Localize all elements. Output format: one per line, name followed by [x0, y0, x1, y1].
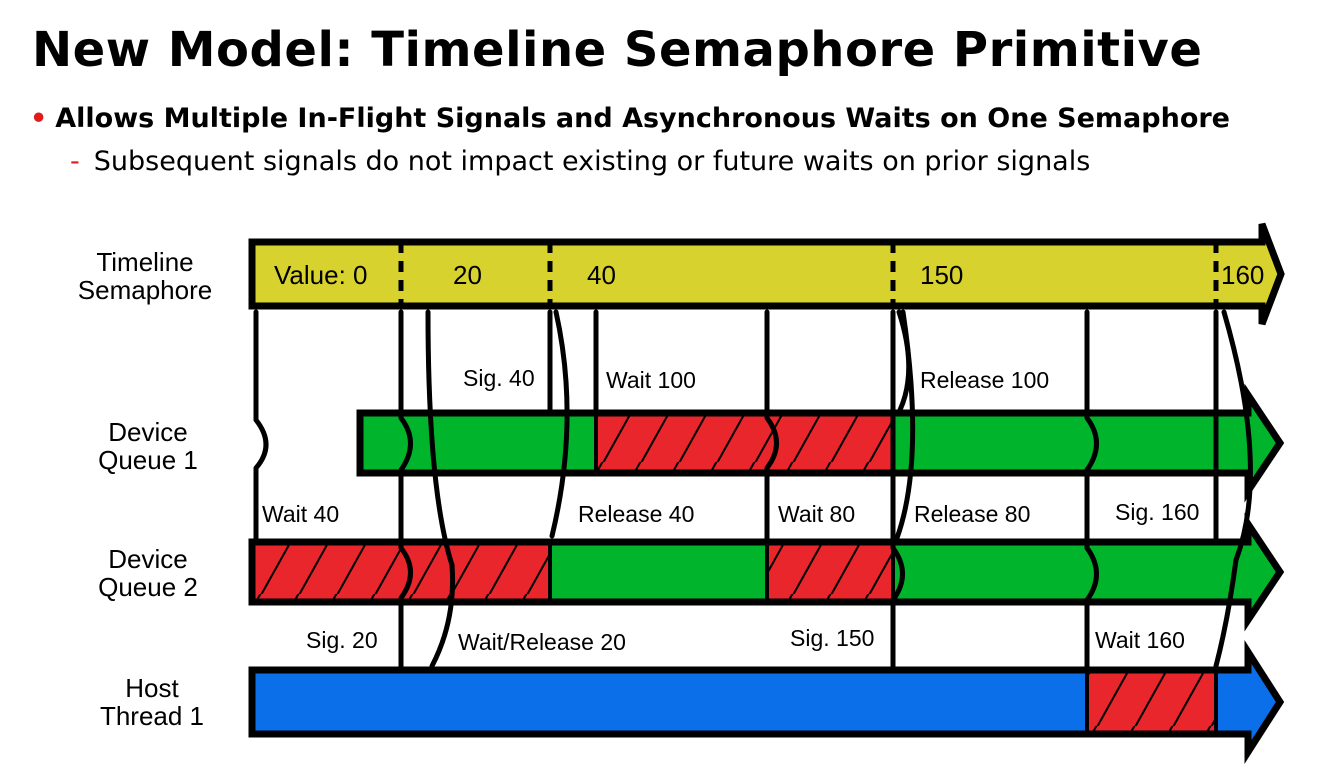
timeline-bar-shape	[248, 222, 1285, 326]
event-labels: Sig. 40 Wait 100 Release 100 Wait 40 Rel…	[262, 365, 1199, 655]
label-sig150: Sig. 150	[790, 625, 874, 651]
label-sig20: Sig. 20	[306, 627, 378, 653]
arrow-sig150	[890, 309, 905, 671]
sem-value-150: 150	[920, 260, 963, 290]
label-waitrelease20: Wait/Release 20	[458, 629, 626, 655]
label-sig160: Sig. 160	[1115, 499, 1199, 525]
queue1-bar	[356, 383, 1285, 503]
arrow-q2-signal	[764, 309, 779, 543]
queue2-bar	[248, 512, 1285, 632]
label-queue2-1: Device	[108, 544, 187, 574]
label-queue1-2: Queue 1	[98, 445, 198, 475]
arrow-wait160	[1213, 309, 1253, 669]
label-host-2: Thread 1	[100, 701, 204, 731]
label-timeline-2: Semaphore	[78, 275, 212, 305]
sem-value-0: Value: 0	[274, 260, 367, 290]
sub-bullet: - Subsequent signals do not impact existi…	[70, 143, 1090, 181]
arrow-release40	[549, 309, 570, 539]
sub-bullet-text: Subsequent signals do not impact existin…	[93, 146, 1091, 177]
main-bullet-text: Allows Multiple In-Flight Signals and As…	[55, 103, 1230, 134]
label-release40: Release 40	[578, 501, 694, 527]
label-release80: Release 80	[914, 501, 1030, 527]
label-sig40: Sig. 40	[463, 365, 535, 391]
host-bar	[248, 640, 1285, 764]
label-queue1-1: Device	[108, 417, 187, 447]
label-wait80: Wait 80	[778, 501, 855, 527]
row-labels: Timeline Semaphore Device Queue 1 Device…	[78, 247, 212, 731]
arrow-release80	[894, 309, 916, 541]
sem-value-20: 20	[453, 260, 482, 290]
label-timeline-1: Timeline	[96, 247, 193, 277]
sem-value-160: 160	[1221, 260, 1264, 290]
arrow-q1-signal	[1084, 309, 1099, 671]
arrow-wait40	[253, 309, 269, 543]
label-wait40: Wait 40	[262, 501, 339, 527]
sem-value-40: 40	[587, 260, 616, 290]
bullet-dash: -	[70, 146, 80, 177]
label-wait100: Wait 100	[606, 367, 696, 393]
arrow-waitrelease20	[425, 309, 456, 669]
slide-title: New Model: Timeline Semaphore Primitive	[32, 22, 1203, 78]
main-bullet: • Allows Multiple In-Flight Signals and A…	[30, 101, 1230, 137]
bullet-dot: •	[30, 103, 48, 134]
label-host-1: Host	[125, 673, 179, 703]
connectors	[253, 309, 1253, 671]
arrow-sig20	[398, 309, 413, 671]
label-wait160: Wait 160	[1095, 627, 1185, 653]
label-release100: Release 100	[920, 367, 1049, 393]
label-queue2-2: Queue 2	[98, 572, 198, 602]
timeline-bar: Value: 0 20 40 150 160	[248, 222, 1285, 326]
